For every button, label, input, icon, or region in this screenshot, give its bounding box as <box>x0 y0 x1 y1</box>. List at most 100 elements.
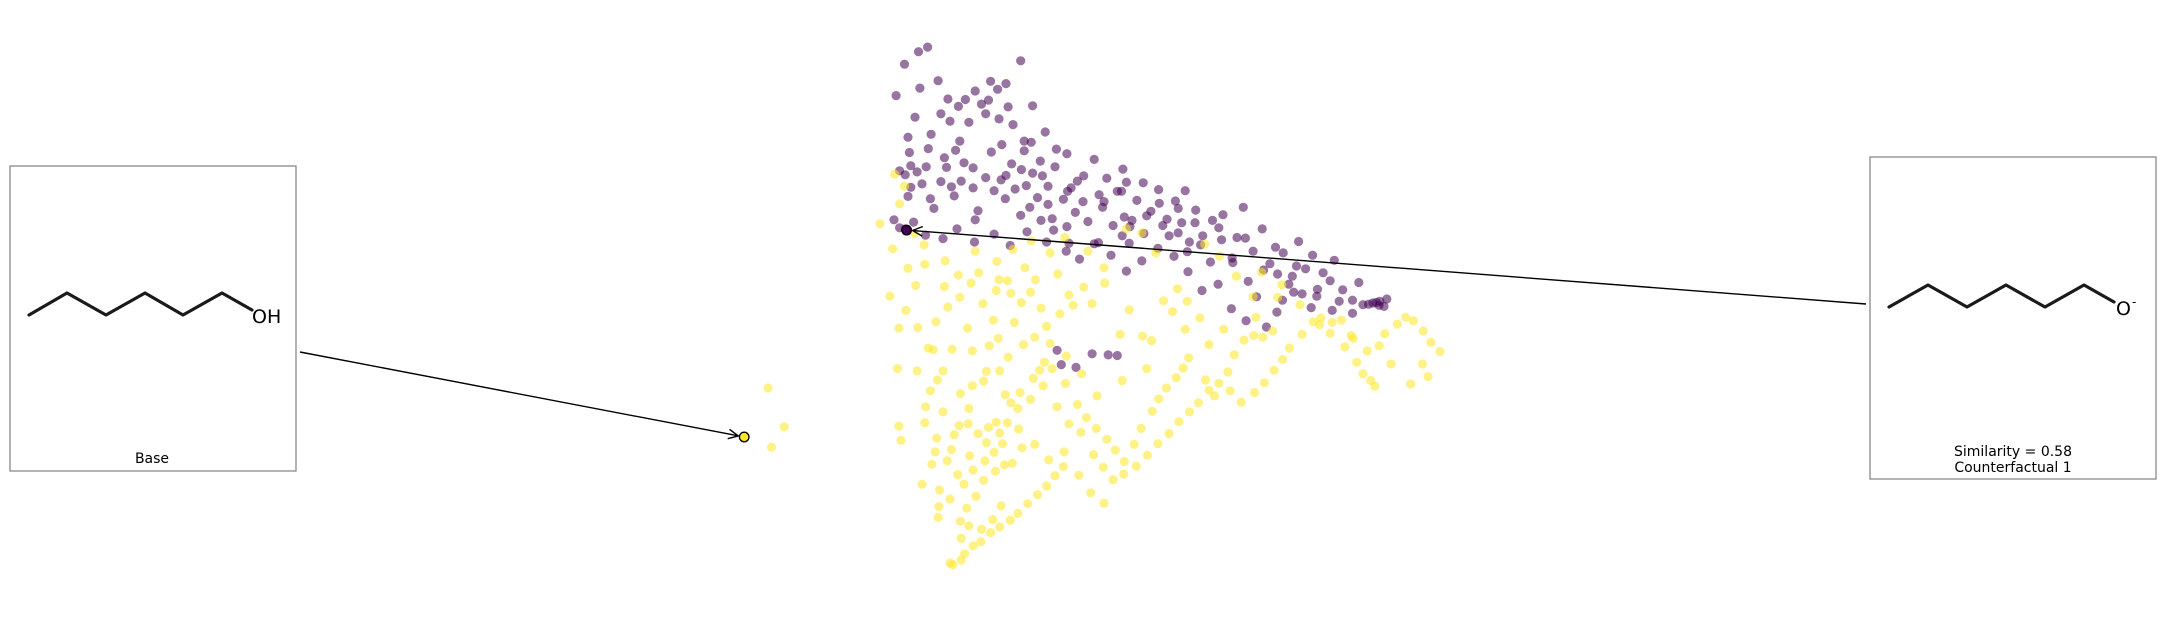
class_0-point <box>1347 308 1358 318</box>
class_0-point <box>1306 303 1316 313</box>
base-molecule-skeleton <box>27 291 254 317</box>
class_1-point <box>1239 335 1249 345</box>
class_1-point <box>1142 364 1152 374</box>
class_0-point <box>1214 223 1224 233</box>
class_1-point <box>989 447 999 457</box>
class_1-point <box>954 421 964 431</box>
class_1-point <box>1000 460 1010 470</box>
class_0-point <box>1043 181 1053 191</box>
class_0-point <box>906 161 916 171</box>
class_0-point <box>968 163 978 173</box>
class_1-point <box>968 465 978 475</box>
class_1-point <box>967 381 978 391</box>
class_0-point <box>1228 258 1238 268</box>
class_1-point <box>1030 332 1040 342</box>
class_1-point <box>968 541 978 551</box>
class_0-point <box>920 230 931 240</box>
class_0-point <box>1000 194 1010 204</box>
base-panel-frame <box>9 165 297 472</box>
class_1-point <box>1042 481 1052 491</box>
class_1-point <box>1269 365 1279 375</box>
class_1-point <box>1154 394 1164 404</box>
class_1-point <box>1042 321 1052 331</box>
class_1-point <box>888 244 898 254</box>
class_1-point <box>1325 328 1335 338</box>
class_1-point <box>1047 364 1057 374</box>
class_0-point <box>1232 232 1242 243</box>
class_1-point <box>949 430 959 440</box>
class_0-point <box>1301 264 1311 274</box>
class_1-point <box>1076 427 1086 437</box>
class_1-point <box>971 491 981 501</box>
class_1-point <box>995 428 1005 438</box>
class_0-point <box>1037 171 1047 181</box>
class_0-point <box>1287 271 1297 281</box>
base-highlight-point <box>738 431 750 443</box>
class_1-point <box>1055 309 1065 319</box>
class_1-point <box>911 280 921 290</box>
class_0-point <box>1379 301 1389 311</box>
class_1-point <box>1058 462 1068 472</box>
class_0-point <box>1042 237 1052 247</box>
class_1-point <box>938 366 948 376</box>
class_1-point <box>1091 423 1101 433</box>
class_0-point <box>1272 307 1282 317</box>
class_1-point <box>1099 498 1109 508</box>
class_0-point <box>1001 170 1011 180</box>
class_0-point <box>915 83 925 93</box>
class_1-point <box>995 522 1005 532</box>
class_0-point <box>1312 284 1323 294</box>
class_0-point <box>923 42 933 52</box>
class_0-point <box>969 237 980 247</box>
class_1-point <box>1045 248 1055 258</box>
class_1-point <box>896 435 906 445</box>
class_1-point <box>1117 375 1127 386</box>
class_1-point <box>1380 329 1390 339</box>
class_1-point <box>1214 378 1224 388</box>
class_1-point <box>1060 232 1070 243</box>
class_0-point <box>1121 266 1131 276</box>
class_1-point <box>1423 372 1433 382</box>
class_0-point <box>925 194 936 204</box>
class_0-point <box>1061 246 1071 256</box>
class_0-point <box>973 206 983 216</box>
class_1-point <box>938 407 948 417</box>
class_0-point <box>949 191 959 201</box>
class_0-point <box>1007 159 1017 169</box>
class_1-point <box>933 512 943 523</box>
class_0-point <box>1117 231 1127 241</box>
class_1-point <box>1158 296 1169 306</box>
class_0-point <box>1183 267 1193 277</box>
class_0-point <box>1043 199 1053 209</box>
class_0-point <box>956 176 966 186</box>
class_1-point <box>1083 246 1093 256</box>
class_1-point <box>1249 387 1260 398</box>
class_1-point <box>1088 450 1099 460</box>
class_1-point <box>962 323 973 333</box>
class_0-point <box>1382 294 1392 304</box>
class_1-point <box>991 417 1001 427</box>
class_1-point <box>1002 276 1013 286</box>
class_1-point <box>1129 439 1139 449</box>
class_0-point <box>989 186 999 196</box>
class_1-point <box>1100 278 1110 288</box>
class_1-point <box>1142 450 1152 460</box>
class_0-point <box>913 47 924 57</box>
class_0-point <box>1112 350 1122 361</box>
class_0-point <box>923 144 933 154</box>
class_1-point <box>976 524 987 534</box>
class_1-point <box>1358 369 1368 379</box>
class_0-point <box>1051 144 1061 154</box>
class_1-point <box>966 278 976 288</box>
class_1-point <box>934 485 945 495</box>
class_1-point <box>894 421 904 431</box>
class_0-point <box>968 183 978 193</box>
class_0-point <box>986 147 996 157</box>
class_0-point <box>1070 207 1080 217</box>
class_0-point <box>994 114 1004 124</box>
class_1-point <box>913 322 923 333</box>
class_0-point <box>1103 350 1113 360</box>
class_0-point <box>1001 79 1011 89</box>
class_0-point <box>1291 261 1302 271</box>
class_1-point <box>974 268 984 278</box>
